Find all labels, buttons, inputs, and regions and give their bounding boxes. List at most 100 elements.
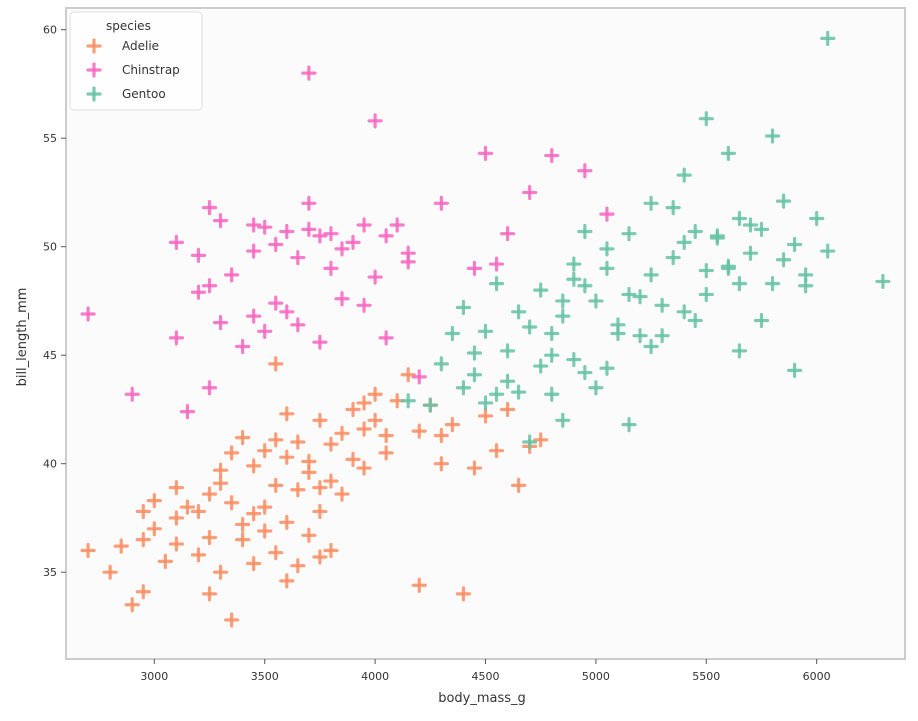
data-point — [444, 417, 460, 433]
data-point — [511, 384, 527, 400]
data-point — [720, 260, 736, 276]
data-point — [312, 503, 328, 520]
x-tick-label: 3000 — [140, 670, 168, 683]
data-point — [312, 412, 328, 428]
data-point — [334, 425, 350, 441]
legend-marker — [86, 38, 102, 54]
x-tick-label: 4000 — [361, 670, 389, 683]
data-point — [279, 304, 295, 320]
data-point — [555, 293, 571, 309]
data-point — [378, 445, 394, 461]
data-point — [168, 536, 184, 552]
data-point — [246, 555, 262, 572]
data-point — [235, 338, 251, 355]
data-point — [301, 453, 317, 470]
y-axis-label: bill_length_mm — [15, 288, 30, 387]
data-point — [168, 479, 184, 496]
y-tick-label: 50 — [43, 241, 57, 254]
data-point — [511, 477, 527, 493]
series-gentoo — [400, 30, 891, 450]
data-point — [488, 386, 505, 402]
legend: species Adelie Chinstrap Gentoo — [69, 11, 203, 111]
data-point — [599, 206, 615, 222]
data-point — [687, 312, 703, 329]
data-point — [135, 584, 151, 600]
data-point — [599, 360, 615, 376]
data-point — [201, 380, 218, 396]
data-point — [201, 278, 218, 294]
data-point — [124, 386, 140, 402]
data-point — [522, 184, 538, 201]
data-point — [643, 195, 659, 211]
data-point — [135, 532, 151, 548]
data-point — [323, 436, 339, 452]
data-point — [257, 219, 273, 235]
data-point — [312, 228, 328, 244]
legend-box — [69, 11, 203, 111]
data-point — [798, 267, 814, 283]
data-point — [444, 325, 460, 342]
y-tick-label: 55 — [43, 132, 57, 145]
data-point — [301, 527, 317, 543]
data-point — [499, 226, 516, 242]
data-point — [102, 564, 118, 580]
data-point — [190, 284, 207, 300]
data-point — [654, 297, 670, 313]
legend-marker — [86, 86, 102, 102]
data-point — [201, 200, 218, 216]
data-point — [279, 223, 295, 240]
data-point — [665, 249, 681, 266]
data-point — [665, 200, 681, 216]
data-point — [290, 249, 306, 266]
data-point — [676, 304, 692, 320]
data-point — [179, 499, 196, 515]
data-point — [356, 460, 372, 476]
data-point — [190, 547, 207, 563]
data-point — [190, 503, 207, 520]
data-point — [323, 260, 339, 276]
data-point — [455, 586, 472, 602]
data-point — [268, 356, 284, 372]
data-point — [720, 145, 736, 161]
data-point — [201, 486, 218, 502]
data-point — [488, 275, 505, 292]
data-point — [433, 427, 449, 444]
data-point — [466, 260, 483, 276]
data-point — [334, 486, 350, 502]
data-point — [676, 234, 692, 250]
data-point — [787, 362, 803, 378]
data-point — [477, 395, 494, 411]
data-point — [643, 267, 659, 283]
data-point — [511, 304, 527, 320]
data-point — [301, 221, 317, 237]
data-point — [400, 367, 416, 383]
data-point — [466, 460, 483, 476]
data-point — [323, 542, 339, 559]
data-point — [367, 412, 383, 428]
data-point — [522, 319, 538, 335]
data-point — [345, 234, 361, 250]
data-point — [345, 401, 361, 418]
data-point — [235, 516, 251, 533]
data-point — [246, 506, 262, 522]
data-point — [201, 586, 218, 602]
data-point — [257, 323, 273, 339]
data-point — [201, 529, 218, 546]
data-point — [268, 236, 284, 253]
data-point — [544, 347, 560, 363]
data-point — [356, 421, 372, 437]
data-point — [246, 458, 262, 474]
data-point — [323, 226, 339, 242]
data-point — [378, 427, 394, 444]
data-point — [212, 475, 229, 491]
data-point — [875, 273, 891, 290]
data-point — [488, 256, 505, 272]
data-point — [268, 477, 284, 493]
data-point — [477, 145, 494, 161]
data-point — [356, 395, 372, 411]
data-point — [544, 386, 560, 402]
y-tick-label: 40 — [43, 458, 57, 471]
data-point — [135, 503, 151, 520]
y-axis: 35 40 45 50 55 60 — [43, 24, 66, 579]
